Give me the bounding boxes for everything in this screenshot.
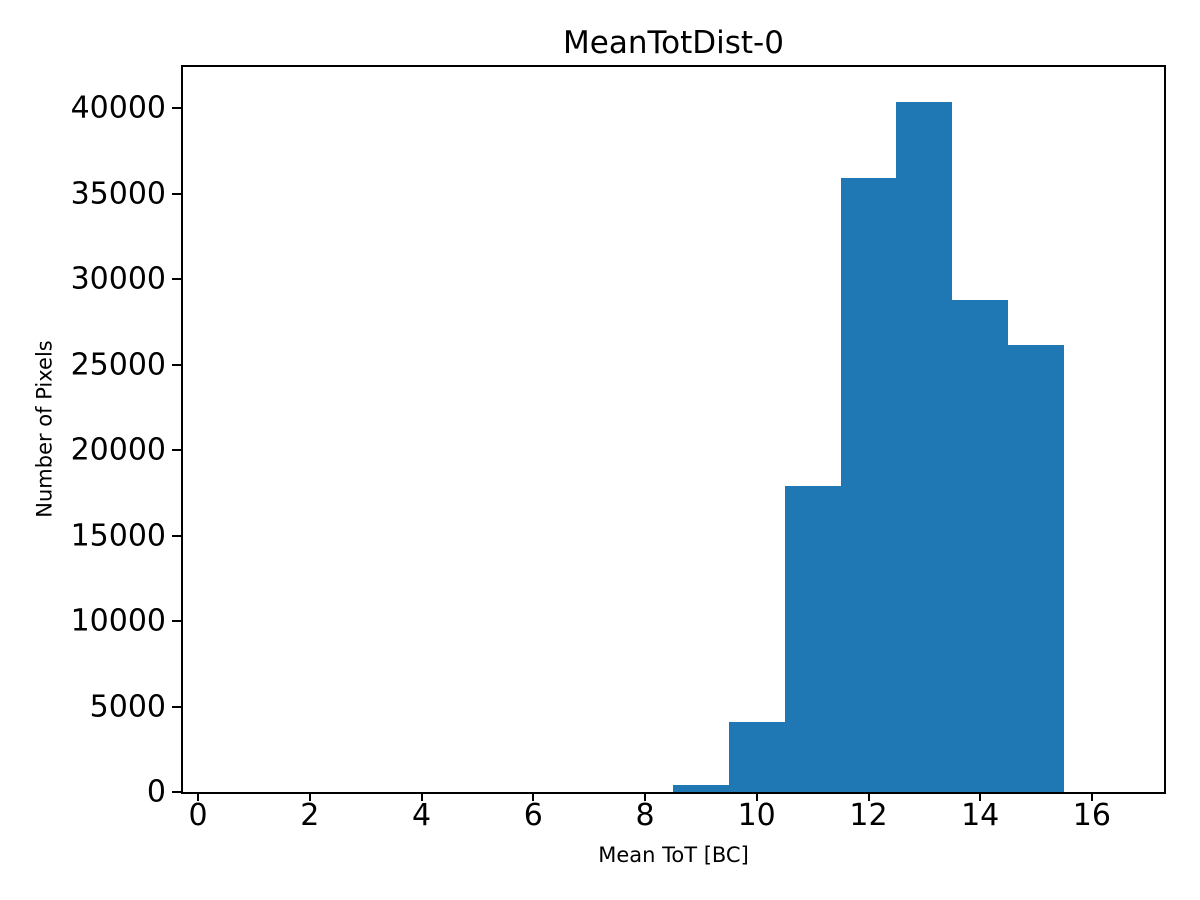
- x-tick-mark: [197, 792, 200, 801]
- x-tick-mark: [532, 792, 535, 801]
- histogram-bar: [896, 102, 953, 792]
- y-tick-label: 35000: [70, 176, 166, 211]
- y-tick-mark: [172, 705, 181, 708]
- x-tick-mark: [979, 792, 982, 801]
- histogram-bar: [672, 785, 729, 792]
- y-tick-mark: [172, 278, 181, 280]
- x-tick-label: 10: [737, 798, 776, 833]
- x-tick-mark: [867, 792, 870, 801]
- histogram-bar: [840, 178, 897, 792]
- x-tick-label: 12: [849, 798, 888, 833]
- y-tick-mark: [172, 363, 181, 366]
- y-tick-label: 25000: [70, 347, 166, 382]
- x-tick-mark: [1090, 792, 1093, 801]
- x-tick-mark: [644, 792, 646, 801]
- x-tick-label: 8: [635, 798, 655, 833]
- y-tick-label: 15000: [70, 518, 166, 553]
- x-tick-mark: [420, 792, 423, 801]
- y-tick-label: 20000: [70, 432, 166, 468]
- x-tick-mark: [755, 792, 758, 801]
- y-tick-mark: [172, 192, 181, 195]
- y-tick-label: 40000: [70, 90, 166, 126]
- x-tick-label: 16: [1072, 798, 1111, 833]
- x-axis-label: Mean ToT [BC]: [598, 843, 749, 867]
- x-tick-label: 6: [523, 798, 543, 833]
- histogram-bar: [1008, 344, 1064, 792]
- x-tick-label: 2: [300, 798, 320, 833]
- y-tick-mark: [172, 107, 181, 109]
- y-tick-label: 10000: [70, 603, 166, 639]
- y-tick-label: 0: [146, 774, 166, 810]
- y-tick-mark: [172, 620, 181, 622]
- histogram-bar: [952, 299, 1009, 792]
- x-tick-label: 4: [411, 798, 432, 833]
- x-tick-label: 14: [961, 798, 1000, 833]
- y-tick-mark: [172, 449, 181, 451]
- histogram-bar: [784, 485, 841, 792]
- histogram-bar: [728, 721, 785, 792]
- y-tick-label: 5000: [89, 689, 166, 724]
- y-tick-mark: [172, 534, 181, 537]
- x-tick-mark: [308, 792, 311, 801]
- plot-area: [181, 65, 1166, 794]
- y-tick-label: 30000: [70, 261, 166, 297]
- y-tick-mark: [172, 791, 181, 793]
- x-tick-label: 0: [188, 798, 208, 833]
- chart-title: MeanTotDist-0: [563, 25, 784, 61]
